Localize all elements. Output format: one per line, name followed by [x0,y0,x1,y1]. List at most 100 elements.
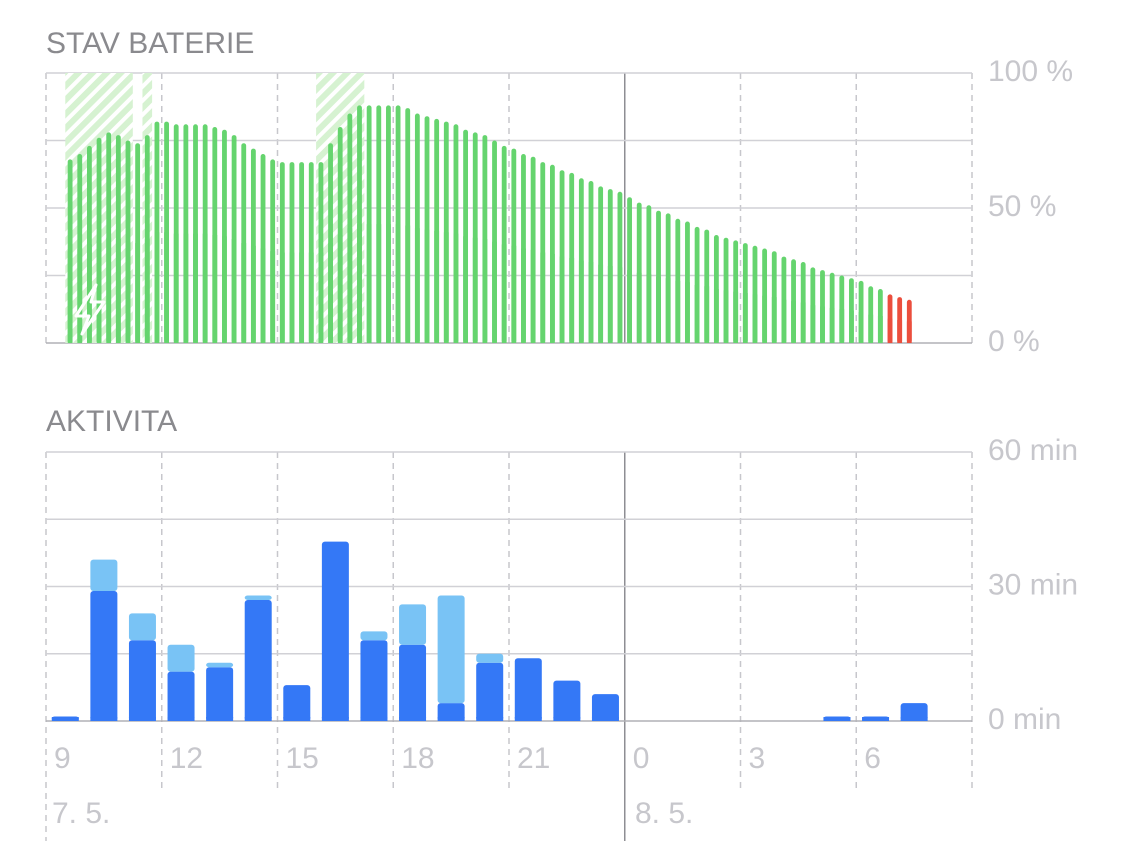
activity-bar [360,640,388,721]
activity-bar-base [283,717,311,721]
activity-bar [900,703,928,721]
battery-bar-base [414,228,420,343]
battery-bar-base [742,293,748,343]
battery-bar-base [665,278,671,343]
date-label: 7. 5. [52,797,110,830]
battery-bar-base [762,295,768,343]
activity-bar [167,671,195,721]
battery-bar-base [164,232,169,343]
battery-bar-base [453,233,459,343]
battery-bar-base [376,224,382,343]
date-label: 8. 5. [635,797,693,830]
battery-bar-base [810,305,816,343]
battery-bar-base [897,320,903,343]
battery-bar-base [781,299,787,343]
y-tick-label: 0 % [988,325,1040,358]
activity-bar-base [514,717,542,721]
battery-bar-base [77,248,83,343]
battery-bar-base [212,235,218,343]
activity-bar-base [399,717,427,721]
activity-bar-base [476,717,504,721]
x-tick-label: 21 [517,742,550,775]
battery-bar-base [347,228,353,343]
battery-bar-base [96,240,102,343]
battery-bar-base [260,248,266,343]
activity-bar-base [437,717,465,721]
charging-icon [74,283,106,336]
battery-bar-base [627,270,632,343]
battery-bar-base [173,233,179,343]
battery-bar-base [800,302,806,343]
battery-bar-base [202,233,208,343]
battery-bar-base [723,290,729,343]
activity-bar [360,631,388,641]
battery-bar-base [241,243,247,343]
battery-bar-base [530,249,536,343]
activity-bar [244,599,272,721]
activity-bar-base [90,717,118,721]
activity-bar [591,694,619,721]
battery-bar-base [250,245,256,343]
battery-bar-base [386,224,391,343]
battery-bar-base [598,264,604,343]
battery-bar-base [887,318,893,343]
activity-bar [553,680,581,721]
battery-bar-base [222,236,227,343]
activity-bar [90,590,118,721]
activity-bar [321,541,349,721]
battery-bar-base [511,245,517,343]
battery-bar-base [906,321,912,343]
activity-bar-base [862,717,890,721]
x-tick-label: 9 [54,742,71,775]
battery-bar-base [617,267,623,343]
x-tick-label: 12 [170,742,203,775]
battery-bar-base [636,272,642,343]
y-tick-label: 60 min [988,434,1078,467]
battery-bar-base [685,282,690,343]
battery-bar-base [231,239,237,343]
activity-bar-base [553,717,581,721]
battery-bar-base [106,237,112,343]
activity-bar [244,595,272,600]
battery-bar-base [578,260,584,343]
battery-bar-base [694,284,700,343]
battery-bar-base [829,307,835,343]
y-tick-label: 50 % [988,190,1056,223]
battery-bar-base [704,286,710,343]
activity-bar [206,662,234,668]
battery-bar-base [424,229,430,343]
x-tick-label: 3 [749,742,766,775]
y-tick-label: 0 min [988,703,1061,736]
battery-bar-base [443,232,449,343]
battery-bar-base [299,252,305,343]
battery-bar-base [501,244,507,343]
battery-bar-base [366,224,372,343]
activity-bar [399,604,427,645]
battery-bar-base [656,276,661,343]
activity-bar-base [321,717,349,721]
activity-bar-base [360,717,388,721]
battery-bar-base [492,241,497,343]
battery-bar-base [405,225,411,343]
battery-bar-base [733,291,739,343]
battery-bar-base [270,251,276,343]
battery-bar-base [183,233,189,343]
activity-bar [90,559,118,591]
battery-bar-base [154,232,160,343]
battery-bar-base [135,243,141,343]
battery-bar-base [67,251,73,343]
activity-bar [128,613,156,641]
activity-title: AKTIVITA [46,405,177,438]
activity-bar [437,703,465,721]
battery-bar-base [115,239,121,343]
activity-bar [437,595,465,704]
y-tick-label: 100 % [988,55,1073,88]
activity-bar-base [244,717,272,721]
battery-bar-base [521,248,526,343]
battery-bar-base [791,301,796,343]
battery-bar-base [559,256,565,343]
battery-bar-base [328,243,333,343]
battery-bar-base [713,289,719,343]
activity-bar [514,658,542,721]
